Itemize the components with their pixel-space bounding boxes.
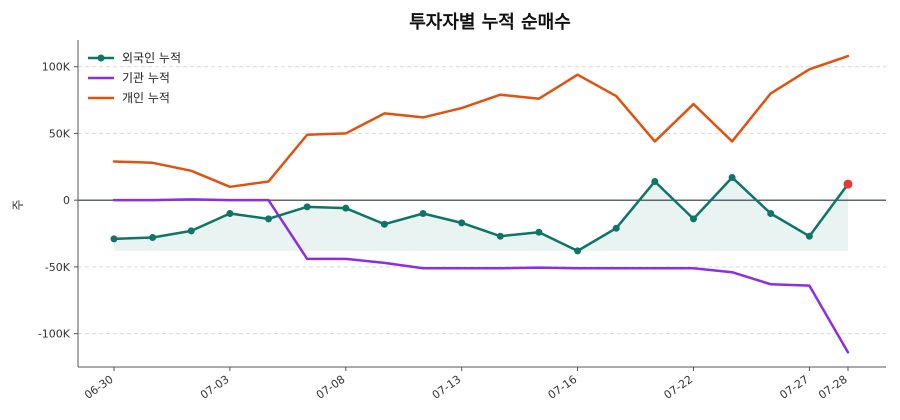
y-tick-label: 0 <box>63 194 70 207</box>
data-point <box>303 203 311 211</box>
data-point <box>496 232 504 240</box>
data-point <box>805 232 813 240</box>
data-point <box>689 215 697 223</box>
data-point <box>535 228 543 236</box>
data-point <box>728 173 736 181</box>
y-tick-label: 50K <box>49 127 71 140</box>
data-point <box>226 210 234 218</box>
data-point <box>767 210 775 218</box>
y-tick-label: 100K <box>42 61 71 74</box>
data-point <box>187 227 195 235</box>
legend-label: 기관 누적 <box>122 71 170 85</box>
data-point <box>149 234 157 242</box>
grid <box>78 66 886 335</box>
data-point <box>419 210 427 218</box>
x-tick-label: 07-16 <box>546 373 580 402</box>
chart-title: 투자자별 누적 순매수 <box>409 12 571 33</box>
series-line <box>112 54 850 189</box>
last-point-marker <box>843 179 853 189</box>
x-tick-label: 07-13 <box>430 373 464 402</box>
legend-label: 외국인 누적 <box>122 51 181 65</box>
data-point <box>458 219 466 227</box>
x-tick-label: 07-08 <box>314 373 348 402</box>
x-tick-label: 07-28 <box>816 373 850 402</box>
series-line <box>112 198 850 354</box>
fill-area <box>114 177 848 251</box>
series-layer <box>110 54 853 354</box>
series-line <box>112 176 850 253</box>
data-point <box>574 247 582 255</box>
legend-marker <box>97 54 105 62</box>
data-point <box>380 220 388 228</box>
data-point <box>651 177 659 185</box>
x-tick-label: 07-03 <box>198 373 232 402</box>
data-point <box>265 215 273 223</box>
data-point <box>612 224 620 232</box>
y-tick-label: -50K <box>45 261 71 274</box>
x-tick-label: 06-30 <box>82 373 116 402</box>
series-fill <box>114 177 848 251</box>
y-axis-label: 주 <box>11 199 25 210</box>
data-point <box>342 204 350 212</box>
y-tick-label: -100K <box>38 328 71 341</box>
x-tick-label: 07-22 <box>662 373 696 402</box>
x-tick-label: 07-27 <box>777 373 811 402</box>
data-point <box>110 235 118 243</box>
legend-label: 개인 누적 <box>122 91 170 105</box>
